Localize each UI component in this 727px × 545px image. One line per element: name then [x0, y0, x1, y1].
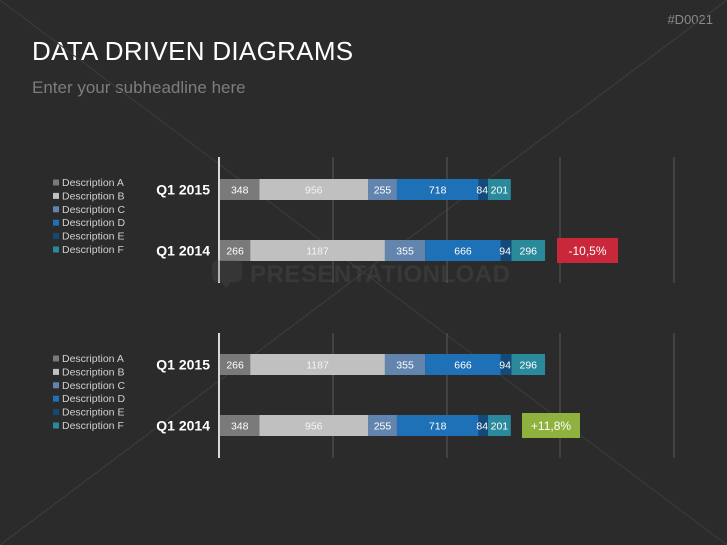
bar-segment	[487, 415, 511, 436]
legend-swatch	[53, 409, 59, 416]
bar-segment	[511, 354, 546, 375]
legend-swatch	[53, 395, 59, 402]
legend-swatch	[53, 179, 59, 186]
legend-label: Description B	[62, 190, 124, 202]
legend-label: Description F	[62, 420, 124, 432]
data-label: 266	[226, 246, 244, 258]
legend-swatch	[53, 368, 59, 375]
bar-segment	[425, 354, 501, 375]
legend-label: Description D	[62, 217, 125, 229]
legend-label: Description B	[62, 366, 124, 378]
bar-segment	[478, 179, 488, 200]
bar-segment	[500, 240, 512, 261]
watermark-logo-icon	[212, 260, 242, 290]
bar-segment	[368, 179, 397, 200]
change-badge-label: -10,5%	[568, 244, 606, 258]
bar-segment	[511, 240, 546, 261]
watermark: PRESENTATIONLOAD	[212, 258, 512, 292]
bar-segment	[220, 354, 251, 375]
legend-label: Description A	[62, 177, 124, 189]
page-subtitle: Enter your subheadline here	[32, 78, 246, 97]
data-label: 255	[374, 421, 392, 433]
data-label: 348	[231, 421, 249, 433]
legend-swatch	[53, 382, 59, 389]
legend-label: Description A	[62, 353, 124, 365]
legend-label: Description D	[62, 393, 125, 405]
legend-swatch	[53, 219, 59, 226]
legend-swatch	[53, 233, 59, 240]
bar-segment	[478, 415, 488, 436]
data-label: 718	[429, 421, 447, 433]
data-label: 84	[476, 421, 488, 433]
data-label: 201	[491, 185, 509, 197]
bar-segment	[250, 240, 385, 261]
legend-swatch	[53, 246, 59, 253]
data-label: 94	[499, 246, 511, 258]
slide-code: #D0021	[667, 12, 713, 27]
data-label: 84	[476, 185, 488, 197]
bar-segment	[425, 240, 501, 261]
bar-segment	[396, 179, 479, 200]
legend-label: Description E	[62, 231, 124, 243]
data-label: 255	[374, 185, 392, 197]
category-label: Q1 2014	[156, 418, 210, 434]
data-label: 296	[520, 360, 538, 372]
legend-label: Description C	[62, 380, 125, 392]
watermark-text: PRESENTATIONLOAD	[250, 261, 511, 288]
data-label: 296	[520, 246, 538, 258]
legend-label: Description C	[62, 204, 125, 216]
legend-label: Description E	[62, 407, 124, 419]
category-label: Q1 2015	[156, 357, 210, 373]
data-label: 666	[454, 360, 472, 372]
legend-label: Description F	[62, 244, 124, 256]
category-label: Q1 2015	[156, 182, 210, 198]
bar-segment	[384, 240, 426, 261]
bar-segment	[220, 415, 260, 436]
data-label: 956	[305, 421, 323, 433]
data-label: 348	[231, 185, 249, 197]
data-label: 1187	[306, 360, 329, 372]
data-label: 718	[429, 185, 447, 197]
bar-segment	[396, 415, 479, 436]
data-label: 956	[305, 185, 323, 197]
bar-segment	[220, 179, 260, 200]
data-label: 355	[396, 246, 414, 258]
bar-segment	[500, 354, 512, 375]
bar-segment	[368, 415, 397, 436]
legend-swatch	[53, 192, 59, 199]
data-label: 201	[491, 421, 509, 433]
bar-segment	[487, 179, 511, 200]
bar-segment	[220, 240, 251, 261]
change-badge-label: +11,8%	[531, 419, 571, 433]
data-label: 94	[499, 360, 511, 372]
data-label: 1187	[306, 246, 329, 258]
legend-swatch	[53, 206, 59, 213]
legend-swatch	[53, 422, 59, 429]
bar-segment	[250, 354, 385, 375]
data-label: 355	[396, 360, 414, 372]
change-badge	[557, 238, 618, 263]
bar-segment	[384, 354, 426, 375]
change-badge	[522, 413, 580, 438]
page-title: DATA DRIVEN DIAGRAMS	[32, 36, 354, 66]
bar-segment	[259, 415, 369, 436]
legend-swatch	[53, 355, 59, 362]
category-label: Q1 2014	[156, 243, 210, 259]
data-label: 666	[454, 246, 472, 258]
bar-segment	[259, 179, 369, 200]
data-label: 266	[226, 360, 244, 372]
